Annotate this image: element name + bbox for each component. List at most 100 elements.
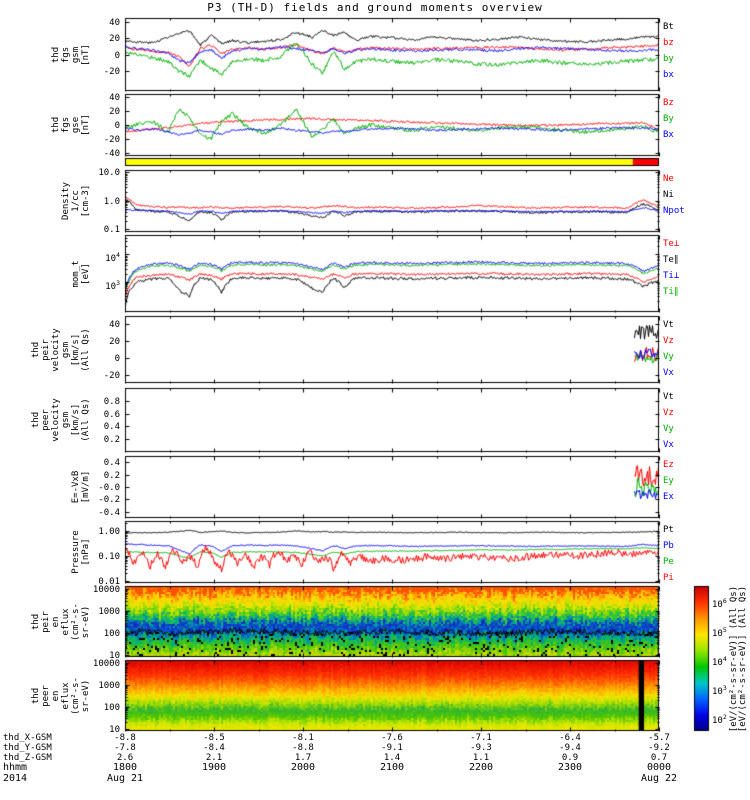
- axis-year: 2014: [3, 773, 28, 784]
- legend-Te∥: Te∥: [663, 255, 679, 265]
- legend-Pb: Pb: [663, 541, 674, 551]
- legend-Bt: Bt: [663, 22, 674, 32]
- y-tick-label: 0.4: [103, 457, 120, 468]
- time-tick-label: 2100: [379, 762, 405, 773]
- colorbar-tick-label: 104: [712, 654, 727, 668]
- legend-Ti∥: Ti∥: [663, 287, 679, 297]
- colorbar-tick-label: 106: [712, 596, 727, 610]
- legend-Vx: Vx: [663, 368, 674, 378]
- axis-row-label: hhmm: [3, 762, 28, 773]
- axis-value: -9.1: [381, 743, 403, 753]
- y-tick-label: 100: [103, 628, 120, 639]
- axis-value: 2.6: [116, 753, 134, 763]
- colorbar-tick-label: 102: [712, 712, 727, 726]
- axis-value: 1.7: [294, 753, 312, 763]
- y-tick-label: 100: [103, 702, 120, 713]
- time-tick-label: 2300: [557, 762, 583, 773]
- legend-By: By: [663, 114, 674, 124]
- y-tick-label: 104: [105, 250, 120, 264]
- y-tick-label: -20: [103, 66, 120, 77]
- y-tick-label: 20: [109, 33, 120, 44]
- legend-Pi: Pi: [663, 573, 674, 583]
- y-tick-label: 0: [114, 120, 120, 131]
- y-tick-label: 40: [109, 17, 120, 28]
- axis-value: -9.2: [648, 743, 670, 753]
- legend-Vt: Vt: [663, 392, 674, 402]
- legend-Vy: Vy: [663, 424, 674, 434]
- time-tick-label: 1900: [201, 762, 227, 773]
- ylabel-spec-peer: thd peer en eflux (cm²-s- sr-eV): [31, 676, 91, 715]
- axis-value: 1.1: [472, 753, 490, 763]
- legend-Pe: Pe: [663, 557, 674, 567]
- y-tick-label: 1000: [98, 680, 120, 691]
- y-tick-label: -40: [103, 148, 120, 159]
- y-tick-label: 0.1: [103, 224, 120, 235]
- axis-value: -8.8: [292, 743, 314, 753]
- legend-Ni: Ni: [663, 190, 674, 200]
- axis-value: -8.8: [114, 733, 136, 743]
- time-tick-label: 1800: [112, 762, 138, 773]
- legend-Ex: Ex: [663, 492, 674, 502]
- axis-date-right: Aug 22: [640, 773, 678, 784]
- y-tick-label: 20: [109, 336, 120, 347]
- axis-value: -7.1: [470, 733, 492, 743]
- axis-value: -7.8: [114, 743, 136, 753]
- legend-Vz: Vz: [663, 336, 674, 346]
- legend-bz: bz: [663, 38, 674, 48]
- plot-title: P3 (TH-D) fields and ground moments over…: [207, 1, 543, 14]
- axis-value: -8.1: [292, 733, 314, 743]
- y-tick-label: -0.0: [98, 482, 120, 493]
- axis-value: -8.4: [203, 743, 225, 753]
- axis-row-label: thd_Z-GSM: [3, 753, 52, 763]
- colorbar-tick-label: 105: [712, 625, 727, 639]
- y-tick-label: 0: [114, 353, 120, 364]
- y-tick-label: 40: [109, 319, 120, 330]
- time-tick-label: 2000: [290, 762, 316, 773]
- legend-by: by: [663, 54, 674, 64]
- legend-Pt: Pt: [663, 525, 674, 535]
- legend-Vz: Vz: [663, 408, 674, 418]
- time-tick-label: 0000: [646, 762, 672, 773]
- axis-value: -9.4: [559, 743, 581, 753]
- axis-value: -8.5: [203, 733, 225, 743]
- legend-Ti⊥: Ti⊥: [663, 271, 680, 281]
- axis-value: -7.6: [381, 733, 403, 743]
- axis-value: 0.9: [561, 753, 579, 763]
- y-tick-label: 1.00: [98, 526, 120, 537]
- y-tick-label: 0.4: [103, 421, 120, 432]
- legend-Vx: Vx: [663, 440, 674, 450]
- y-tick-label: 10: [109, 724, 120, 735]
- y-tick-label: 1000: [98, 606, 120, 617]
- y-tick-label: -20: [103, 370, 120, 381]
- axis-row-label: thd_X-GSM: [3, 733, 52, 743]
- y-tick-label: 10: [109, 650, 120, 661]
- axis-value: -9.3: [470, 743, 492, 753]
- legend-Ey: Ey: [663, 476, 674, 486]
- y-tick-label: 40: [109, 92, 120, 103]
- y-tick-label: -0.2: [98, 494, 120, 505]
- legend-Bz: Bz: [663, 98, 674, 108]
- y-tick-label: 10000: [92, 658, 120, 669]
- axis-value: -5.7: [648, 733, 670, 743]
- legend-Vt: Vt: [663, 320, 674, 330]
- colorbar-unit-label: [eV/(cm²-s-sr-eV)] (All Qs): [738, 585, 748, 732]
- axis-value: -6.4: [559, 733, 581, 743]
- y-tick-label: -20: [103, 134, 120, 145]
- legend-Ez: Ez: [663, 460, 674, 470]
- axis-row-label: thd_Y-GSM: [3, 743, 52, 753]
- y-tick-label: 0.8: [103, 396, 120, 407]
- axis-date-left: Aug 21: [106, 773, 144, 784]
- y-tick-label: 0.2: [103, 470, 120, 481]
- y-tick-label: 10000: [92, 584, 120, 595]
- y-tick-label: 0.01: [98, 576, 120, 587]
- axis-value: 1.4: [383, 753, 401, 763]
- legend-Npot: Npot: [663, 206, 685, 216]
- axis-value: 2.1: [205, 753, 223, 763]
- y-tick-label: 103: [105, 278, 120, 292]
- legend-Ne: Ne: [663, 174, 674, 184]
- axis-value: 0.7: [650, 753, 668, 763]
- y-tick-label: 0.10: [98, 551, 120, 562]
- legend-Bx: Bx: [663, 130, 674, 140]
